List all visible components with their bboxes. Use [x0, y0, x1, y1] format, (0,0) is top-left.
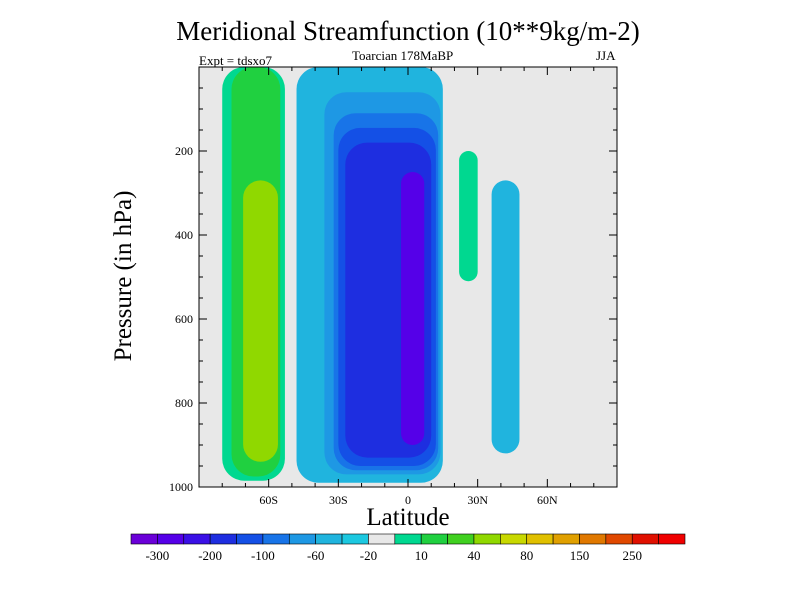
colorbar-swatch: [341, 533, 369, 545]
colorbar-swatch: [183, 533, 211, 545]
colorbar-label: 40: [467, 548, 480, 563]
colorbar-label: -100: [251, 548, 275, 563]
colorbar-swatch: [658, 533, 686, 545]
colorbar-swatch: [394, 533, 422, 545]
colorbar-label: 250: [622, 548, 642, 563]
colorbar-swatch: [447, 533, 475, 545]
x-axis-label: Latitude: [366, 504, 450, 531]
colorbar-label: -300: [145, 548, 169, 563]
contour-northern-negative-cell: [491, 180, 520, 454]
colorbar-swatch: [579, 533, 607, 545]
chart-subtitle: Toarcian 178MaBP: [352, 48, 454, 63]
x-tick-label: 30N: [467, 493, 488, 507]
colorbar-swatch: [420, 533, 448, 545]
x-tick-label: 0: [405, 493, 411, 507]
season-label: JJA: [596, 48, 616, 63]
contour-equatorial-cell-core: [401, 172, 425, 445]
colorbar-swatch: [209, 533, 237, 545]
x-tick-label: 60S: [259, 493, 278, 507]
experiment-label: Expt = tdsxo7: [199, 53, 273, 68]
colorbar-swatch: [526, 533, 554, 545]
y-tick-label: 400: [175, 228, 193, 242]
chart-title: Meridional Streamfunction (10**9kg/m-2): [176, 16, 640, 46]
colorbar-swatch: [157, 533, 185, 545]
colorbar-label: 150: [570, 548, 590, 563]
colorbar-swatch: [631, 533, 659, 545]
colorbar-swatch: [315, 533, 343, 545]
colorbar-swatch: [552, 533, 580, 545]
colorbar-label: 10: [415, 548, 428, 563]
colorbar-swatch: [473, 533, 501, 545]
colorbar-swatch: [368, 533, 396, 545]
x-tick-label: 60N: [537, 493, 558, 507]
colorbar-swatch: [605, 533, 633, 545]
contour-southern-cell-core: [243, 180, 278, 462]
colorbar-label: -200: [198, 548, 222, 563]
colorbar-label: 80: [520, 548, 533, 563]
y-tick-label: 800: [175, 396, 193, 410]
colorbar-swatch: [236, 533, 264, 545]
x-tick-label: 30S: [329, 493, 348, 507]
contour-northern-positive-blob: [459, 151, 478, 282]
colorbar-swatch: [262, 533, 290, 545]
y-tick-label: 200: [175, 144, 193, 158]
colorbar-label: -60: [307, 548, 324, 563]
colorbar-swatch: [288, 533, 316, 545]
colorbar-swatch: [130, 533, 158, 545]
y-tick-label: 600: [175, 312, 193, 326]
colorbar-label: -20: [360, 548, 377, 563]
colorbar-swatch: [500, 533, 528, 545]
y-tick-label: 1000: [169, 480, 193, 494]
